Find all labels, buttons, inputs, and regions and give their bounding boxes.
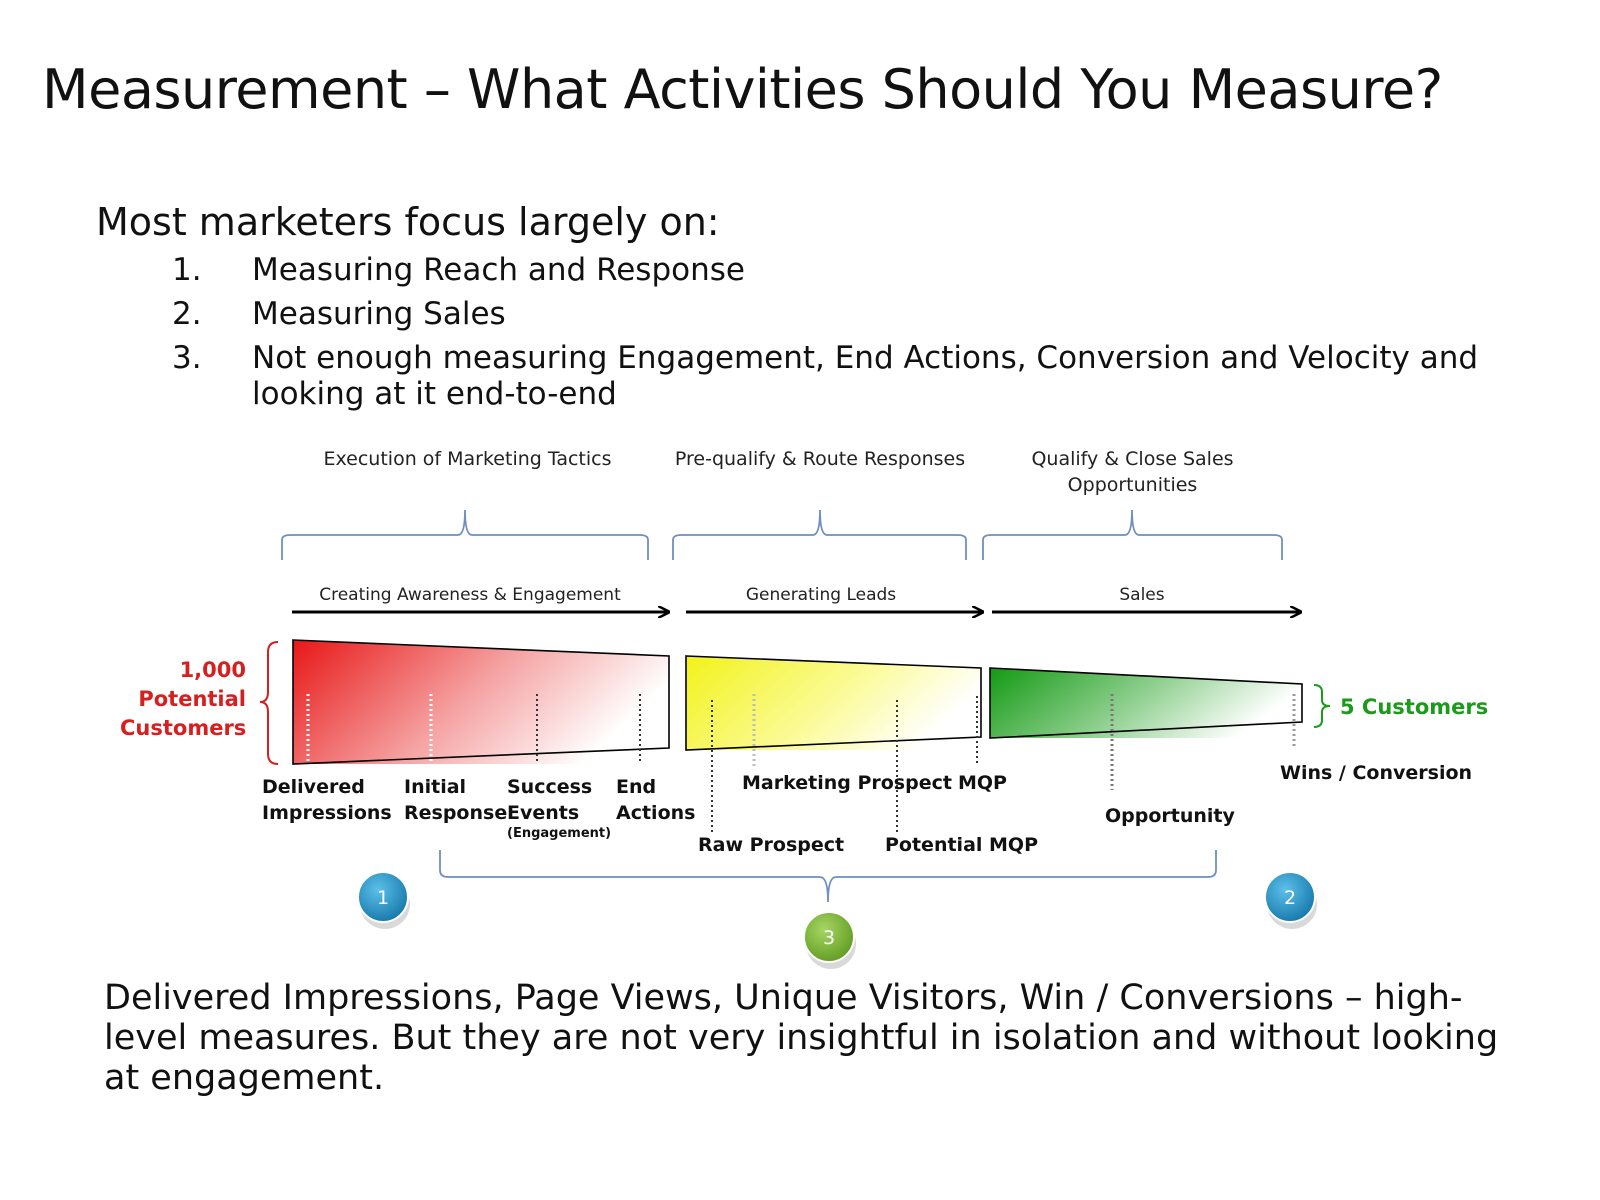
badge-3-number: 3 (823, 927, 835, 949)
badge-2: 2 (1264, 871, 1317, 929)
label-end-line1: End (616, 776, 657, 798)
badge-1: 1 (357, 871, 410, 929)
label-raw-prospect: Raw Prospect (698, 834, 845, 856)
list-item-1: Measuring Reach and Response (252, 252, 745, 288)
label-mqp: MQP (958, 772, 1007, 794)
start-line3: Customers (120, 716, 247, 740)
list-number-1: 1. (172, 252, 202, 288)
label-delivered-line2: Impressions (262, 802, 392, 824)
badge-3: 3 (803, 911, 856, 969)
phase-brace-1 (281, 509, 649, 560)
engagement-brace (439, 850, 1217, 903)
slide-title: Measurement – What Activities Should You… (42, 58, 1443, 121)
list-number-2: 2. (172, 296, 202, 332)
start-count-label: 1,000 Potential Customers (120, 656, 246, 743)
list-item-3-continued: looking at it end-to-end (252, 376, 617, 412)
list-item-3: Not enough measuring Engagement, End Act… (252, 340, 1479, 376)
stage-label-leads: Generating Leads (745, 585, 897, 605)
label-potential-mqp: Potential MQP (885, 834, 1039, 856)
funnel-segment-green (990, 668, 1302, 738)
label-end-line2: Actions (616, 802, 696, 824)
label-success-line2: Events (507, 802, 580, 824)
label-initial-line2: Response (404, 802, 508, 824)
phase-brace-2 (672, 509, 967, 560)
label-success-note: (Engagement) (507, 826, 612, 841)
label-wins-conversion: Wins / Conversion (1280, 762, 1473, 784)
footer-text: Delivered Impressions, Page Views, Uniqu… (104, 978, 1499, 1098)
phase-label-qualify: Qualify & Close Sales (1031, 448, 1234, 470)
label-success-line1: Success (507, 776, 593, 798)
intro-text: Most marketers focus largely on: (96, 200, 720, 244)
end-brace (1313, 684, 1331, 728)
end-count-label: 5 Customers (1340, 695, 1489, 719)
label-opportunity: Opportunity (1105, 805, 1235, 827)
badge-2-number: 2 (1284, 887, 1296, 909)
label-initial-line1: Initial (404, 776, 467, 798)
start-line2: Potential (138, 687, 246, 711)
label-delivered-impressions: Delivered Impressions (262, 774, 392, 826)
phase-label-execution: Execution of Marketing Tactics (323, 448, 612, 470)
label-end-actions: End Actions (616, 774, 695, 826)
label-initial-response: Initial Response (404, 774, 507, 826)
stage-label-awareness: Creating Awareness & Engagement (319, 585, 621, 605)
phase-label-qualify-line2: Opportunities (1067, 474, 1198, 496)
phase-label-prequalify: Pre-qualify & Route Responses (674, 448, 966, 470)
start-count: 1,000 (179, 658, 246, 682)
list-number-3: 3. (172, 340, 202, 376)
label-success-events: Success Events (Engagement) (507, 774, 611, 842)
start-brace (259, 641, 279, 765)
label-marketing-prospect: Marketing Prospect (742, 772, 952, 794)
funnel-segment-yellow (686, 656, 981, 750)
funnel-segment-red (293, 640, 669, 764)
stage-label-sales: Sales (1119, 585, 1165, 605)
phase-brace-3 (982, 509, 1283, 560)
badge-1-number: 1 (377, 887, 389, 909)
list-item-2: Measuring Sales (252, 296, 506, 332)
label-delivered-line1: Delivered (262, 776, 365, 798)
